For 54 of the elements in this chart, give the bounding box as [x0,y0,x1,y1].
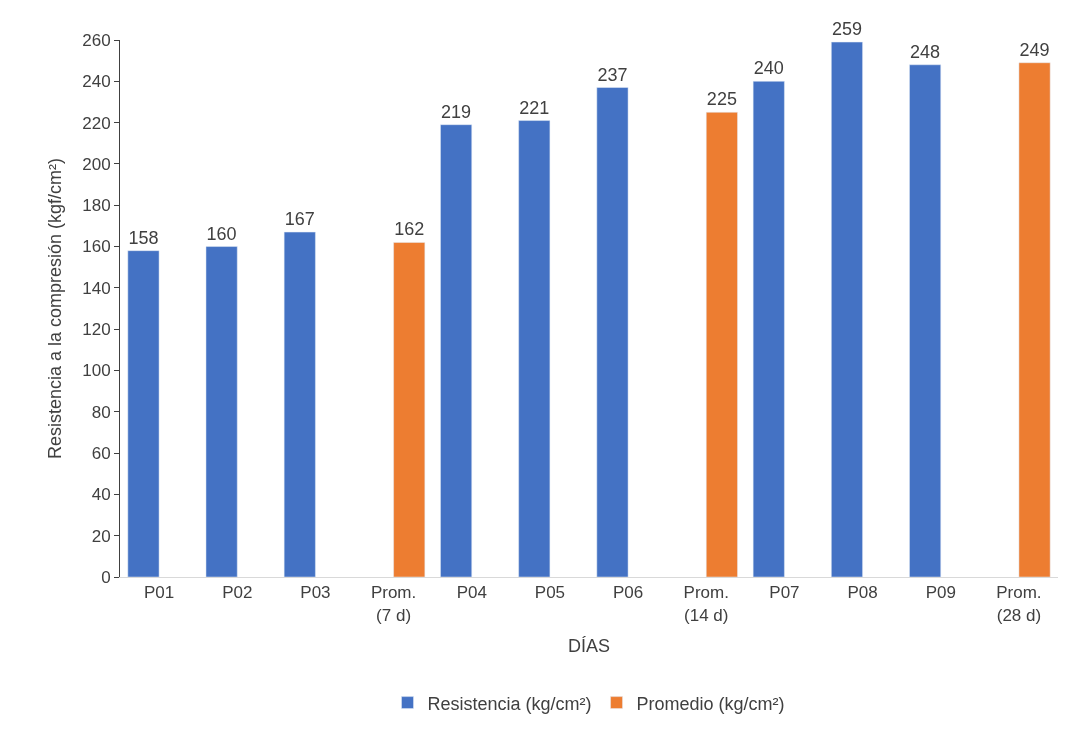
x-axis-title: DÍAS [567,635,611,656]
y-tick-label: 40 [91,485,111,505]
x-tick-label: P02 [222,583,253,603]
y-tick-label: 0 [101,567,111,587]
bar [752,81,785,577]
x-tick-label: P08 [847,583,878,603]
y-tick-label: 260 [82,30,111,50]
y-tick-label: 120 [82,320,111,340]
bar [127,250,160,577]
data-label: 240 [753,58,784,79]
bar [440,124,472,577]
x-tick-label: P06 [612,583,644,603]
y-tick-label: 60 [91,444,111,464]
bar [831,41,863,577]
data-label: 219 [441,101,472,122]
y-tick-label: 200 [82,154,111,174]
data-label: 160 [206,223,237,244]
y-tick-label: 100 [82,361,111,381]
y-tick-label: 240 [82,72,111,92]
x-tick-label: Prom. (7 d) [370,583,417,625]
bar [393,242,426,577]
data-label: 248 [910,41,941,62]
bar [1018,62,1051,577]
data-label: 162 [394,219,425,240]
y-tick-label: 80 [91,402,111,422]
bar [909,64,941,577]
data-label: 221 [519,97,550,118]
bar [283,231,316,577]
bar [596,87,629,577]
x-tick-label: P04 [456,583,487,603]
x-tick-label: Prom. (14 d) [683,583,729,625]
bar [518,120,551,577]
x-tick-label: P07 [769,583,800,603]
y-tick-label: 20 [91,526,111,546]
legend-label: Resistencia (kg/cm²) [427,693,592,714]
y-tick-label: 220 [82,113,111,133]
y-tick-label: 160 [82,237,111,257]
bar [706,112,738,577]
data-label: 237 [597,64,628,85]
bar [205,246,238,577]
y-axis-title: Resistencia a la compresión (kgf/cm²) [45,157,66,460]
legend-label: Promedio (kg/cm²) [636,693,785,714]
x-tick-label: Prom. (28 d) [996,583,1042,625]
data-label: 225 [706,89,737,110]
y-tick-label: 180 [82,196,111,216]
data-label: 167 [284,209,315,230]
data-label: 249 [1019,39,1050,60]
y-tick-label: 140 [82,278,111,298]
data-label: 259 [831,19,862,40]
x-tick-label: P05 [534,583,566,603]
x-tick-label: P01 [143,583,175,603]
x-tick-label: P03 [300,583,331,603]
x-tick-label: P09 [925,583,956,603]
data-label: 158 [128,227,159,248]
